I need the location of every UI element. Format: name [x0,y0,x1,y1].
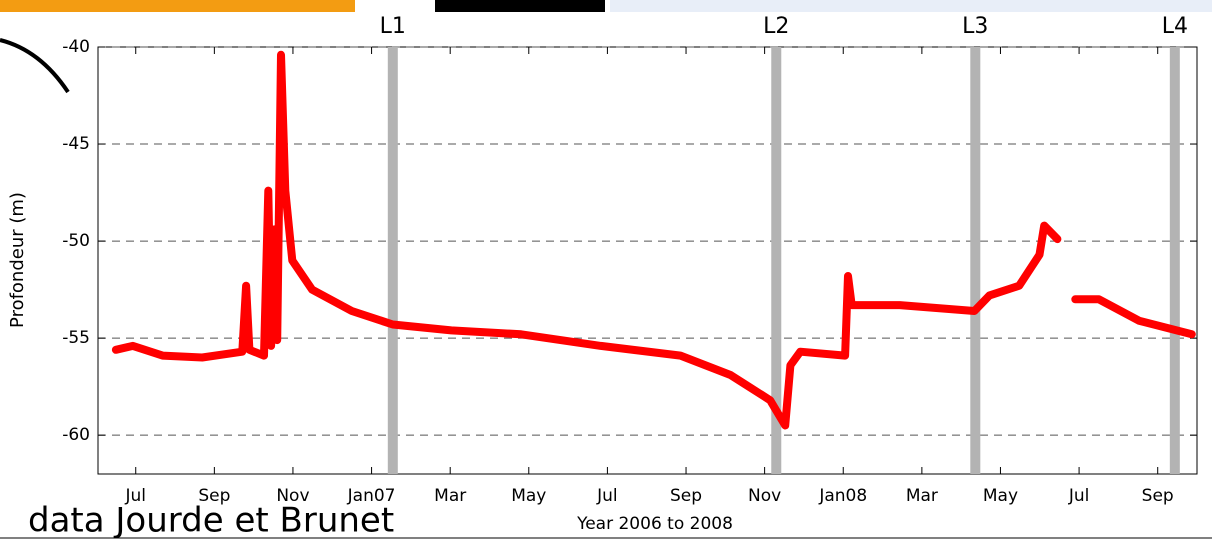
event-band [970,47,981,474]
x-tick-label: Sep [1142,486,1174,506]
cropped-image [0,0,355,12]
decoration [0,38,70,94]
x-tick-label: May [511,486,546,506]
cropped-image [610,0,1212,12]
x-tick-label: Jan08 [818,486,867,506]
band-label: L3 [962,14,988,39]
x-tick-label: Jul [596,486,618,506]
event-band [387,47,398,474]
x-tick-label: Mar [906,486,938,506]
event-band [1169,47,1180,474]
x-tick-label: Jan07 [347,486,396,506]
y-tick-label: -50 [62,231,90,251]
x-tick-label: Nov [748,486,781,506]
y-tick-label: -40 [62,37,90,57]
band-label: L1 [380,14,406,39]
x-tick-label: May [983,486,1018,506]
x-tick-label: Sep [198,486,230,506]
data-line [111,50,1196,430]
x-tick-label: Jul [1068,486,1090,506]
band-label: L4 [1162,14,1188,39]
x-tick-label: Sep [670,486,702,506]
x-tick-label: Mar [434,486,466,506]
y-axis-label: Profondeur (m) [7,192,28,328]
x-axis-label: Year 2006 to 2008 [576,514,733,534]
event-band [771,47,782,474]
band-label: L2 [763,14,789,39]
x-tick-label: Jul [124,486,146,506]
x-tick-label: Nov [276,486,309,506]
cropped-image [435,0,605,12]
y-tick-label: -45 [62,134,90,154]
source-note: data Jourde et Brunet [28,501,394,540]
y-tick-label: -60 [62,425,90,445]
y-tick-label: -55 [62,328,90,348]
